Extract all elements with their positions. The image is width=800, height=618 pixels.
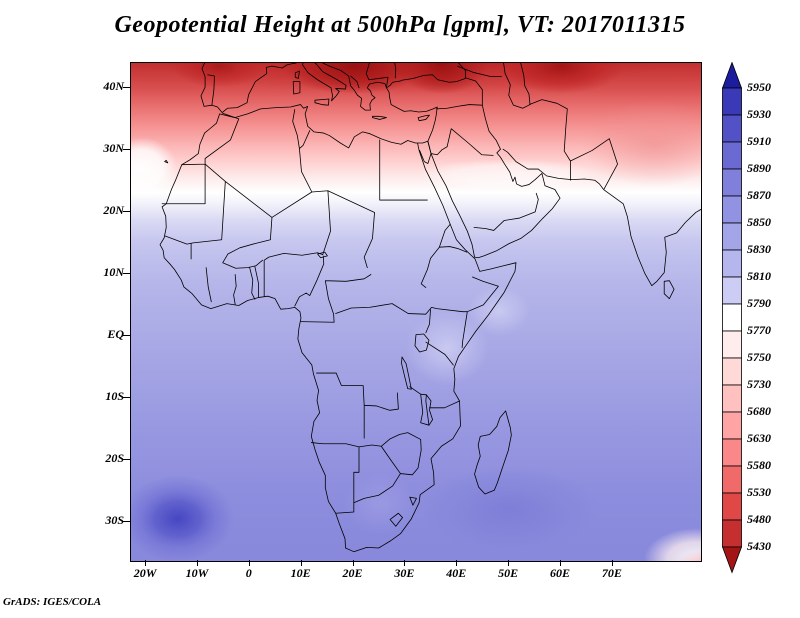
colorbar-cell — [722, 195, 742, 224]
x-axis-tick-mark — [508, 560, 510, 566]
colorbar-level-label: 5790 — [747, 296, 771, 310]
colorbar-cell — [722, 465, 742, 494]
map-field-svg — [131, 63, 701, 561]
y-axis-tick-label: 40N — [103, 79, 124, 94]
y-axis-tick-mark — [123, 521, 130, 523]
colorbar-cell — [722, 114, 742, 143]
colorbar-cell — [722, 411, 742, 440]
colorbar-level-label: 5630 — [747, 431, 771, 445]
colorbar-cell — [722, 303, 742, 332]
y-axis-tick-label: 20N — [103, 203, 124, 218]
country-borders — [162, 63, 617, 526]
y-axis-tick-label: 20S — [105, 451, 124, 466]
y-axis-tick-mark — [123, 459, 130, 461]
x-axis-tick-label: 20E — [342, 566, 363, 580]
x-axis-tick-label: 60E — [549, 566, 570, 580]
x-axis-tick-mark — [300, 560, 302, 566]
colorbar-level-label: 5750 — [747, 350, 771, 364]
colorbar-level-label: 5730 — [747, 377, 771, 391]
colorbar-level-label: 5770 — [747, 323, 771, 337]
y-axis-tick-label: 10N — [103, 265, 124, 280]
colorbar-level-label: 5890 — [747, 161, 771, 175]
y-axis-tick-label: 10S — [105, 389, 124, 404]
colorbar-bottom-triangle — [721, 546, 743, 574]
x-axis-tick-mark — [248, 560, 250, 566]
colorbar-cell — [722, 168, 742, 197]
colorbar — [721, 61, 744, 574]
map-plot-area — [130, 62, 702, 562]
x-axis-tick-label: 70E — [601, 566, 622, 580]
colorbar-cell — [722, 141, 742, 170]
colorbar-cell — [722, 222, 742, 251]
colorbar-cell — [722, 249, 742, 278]
colorbar-level-label: 5480 — [747, 512, 771, 526]
y-axis-tick-mark — [123, 211, 130, 213]
x-axis-tick-mark — [404, 560, 406, 566]
colorbar-cell — [722, 330, 742, 359]
colorbar-level-label: 5430 — [747, 539, 771, 553]
grads-credit: GrADS: IGES/COLA — [3, 596, 102, 608]
colorbar-level-label: 5930 — [747, 107, 771, 121]
colorbar-top-triangle — [721, 61, 743, 89]
x-axis-tick-mark — [196, 560, 198, 566]
x-axis-tick-label: 40E — [446, 566, 467, 580]
x-axis-tick-mark — [352, 560, 354, 566]
y-axis-tick-label: 30S — [105, 513, 124, 528]
colorbar-level-label: 5810 — [747, 269, 771, 283]
colorbar-cell — [722, 492, 742, 521]
colorbar-svg — [721, 61, 743, 574]
colorbar-level-label: 5680 — [747, 404, 771, 418]
colorbar-cell — [722, 87, 742, 116]
x-axis-tick-mark — [559, 560, 561, 566]
colorbar-cell — [722, 438, 742, 467]
y-axis-tick-mark — [123, 335, 130, 337]
y-axis-tick-mark — [123, 397, 130, 399]
colorbar-cell — [722, 384, 742, 413]
colorbar-level-label: 5530 — [747, 485, 771, 499]
colorbar-level-label: 5910 — [747, 134, 771, 148]
x-axis-tick-mark — [611, 560, 613, 566]
y-axis-tick-label: 30N — [103, 141, 124, 156]
colorbar-level-label: 5870 — [747, 188, 771, 202]
x-axis-tick-label: 50E — [498, 566, 519, 580]
x-axis-tick-mark — [456, 560, 458, 566]
y-axis-tick-mark — [123, 273, 130, 275]
y-axis-tick-mark — [123, 149, 130, 151]
colorbar-level-label: 5850 — [747, 215, 771, 229]
colorbar-cell — [722, 357, 742, 386]
geography-overlay — [160, 63, 701, 552]
x-axis-tick-mark — [145, 560, 147, 566]
y-axis-tick-label: EQ — [107, 327, 124, 342]
x-axis-tick-label: 10E — [290, 566, 311, 580]
x-axis-tick-label: 30E — [394, 566, 415, 580]
colorbar-cell — [722, 519, 742, 548]
colorbar-level-label: 5830 — [747, 242, 771, 256]
chart-title: Geopotential Height at 500hPa [gpm], VT:… — [114, 12, 686, 38]
colorbar-level-label: 5580 — [747, 458, 771, 472]
coastlines — [160, 63, 701, 552]
y-axis-tick-mark — [123, 87, 130, 89]
field-anomaly-blobs — [131, 63, 701, 561]
colorbar-cell — [722, 276, 742, 305]
colorbar-level-label: 5950 — [747, 80, 771, 94]
x-axis-tick-label: 20W — [133, 566, 157, 580]
x-axis-tick-label: 0 — [245, 566, 252, 580]
x-axis-tick-label: 10W — [185, 566, 209, 580]
lakes — [318, 252, 433, 425]
